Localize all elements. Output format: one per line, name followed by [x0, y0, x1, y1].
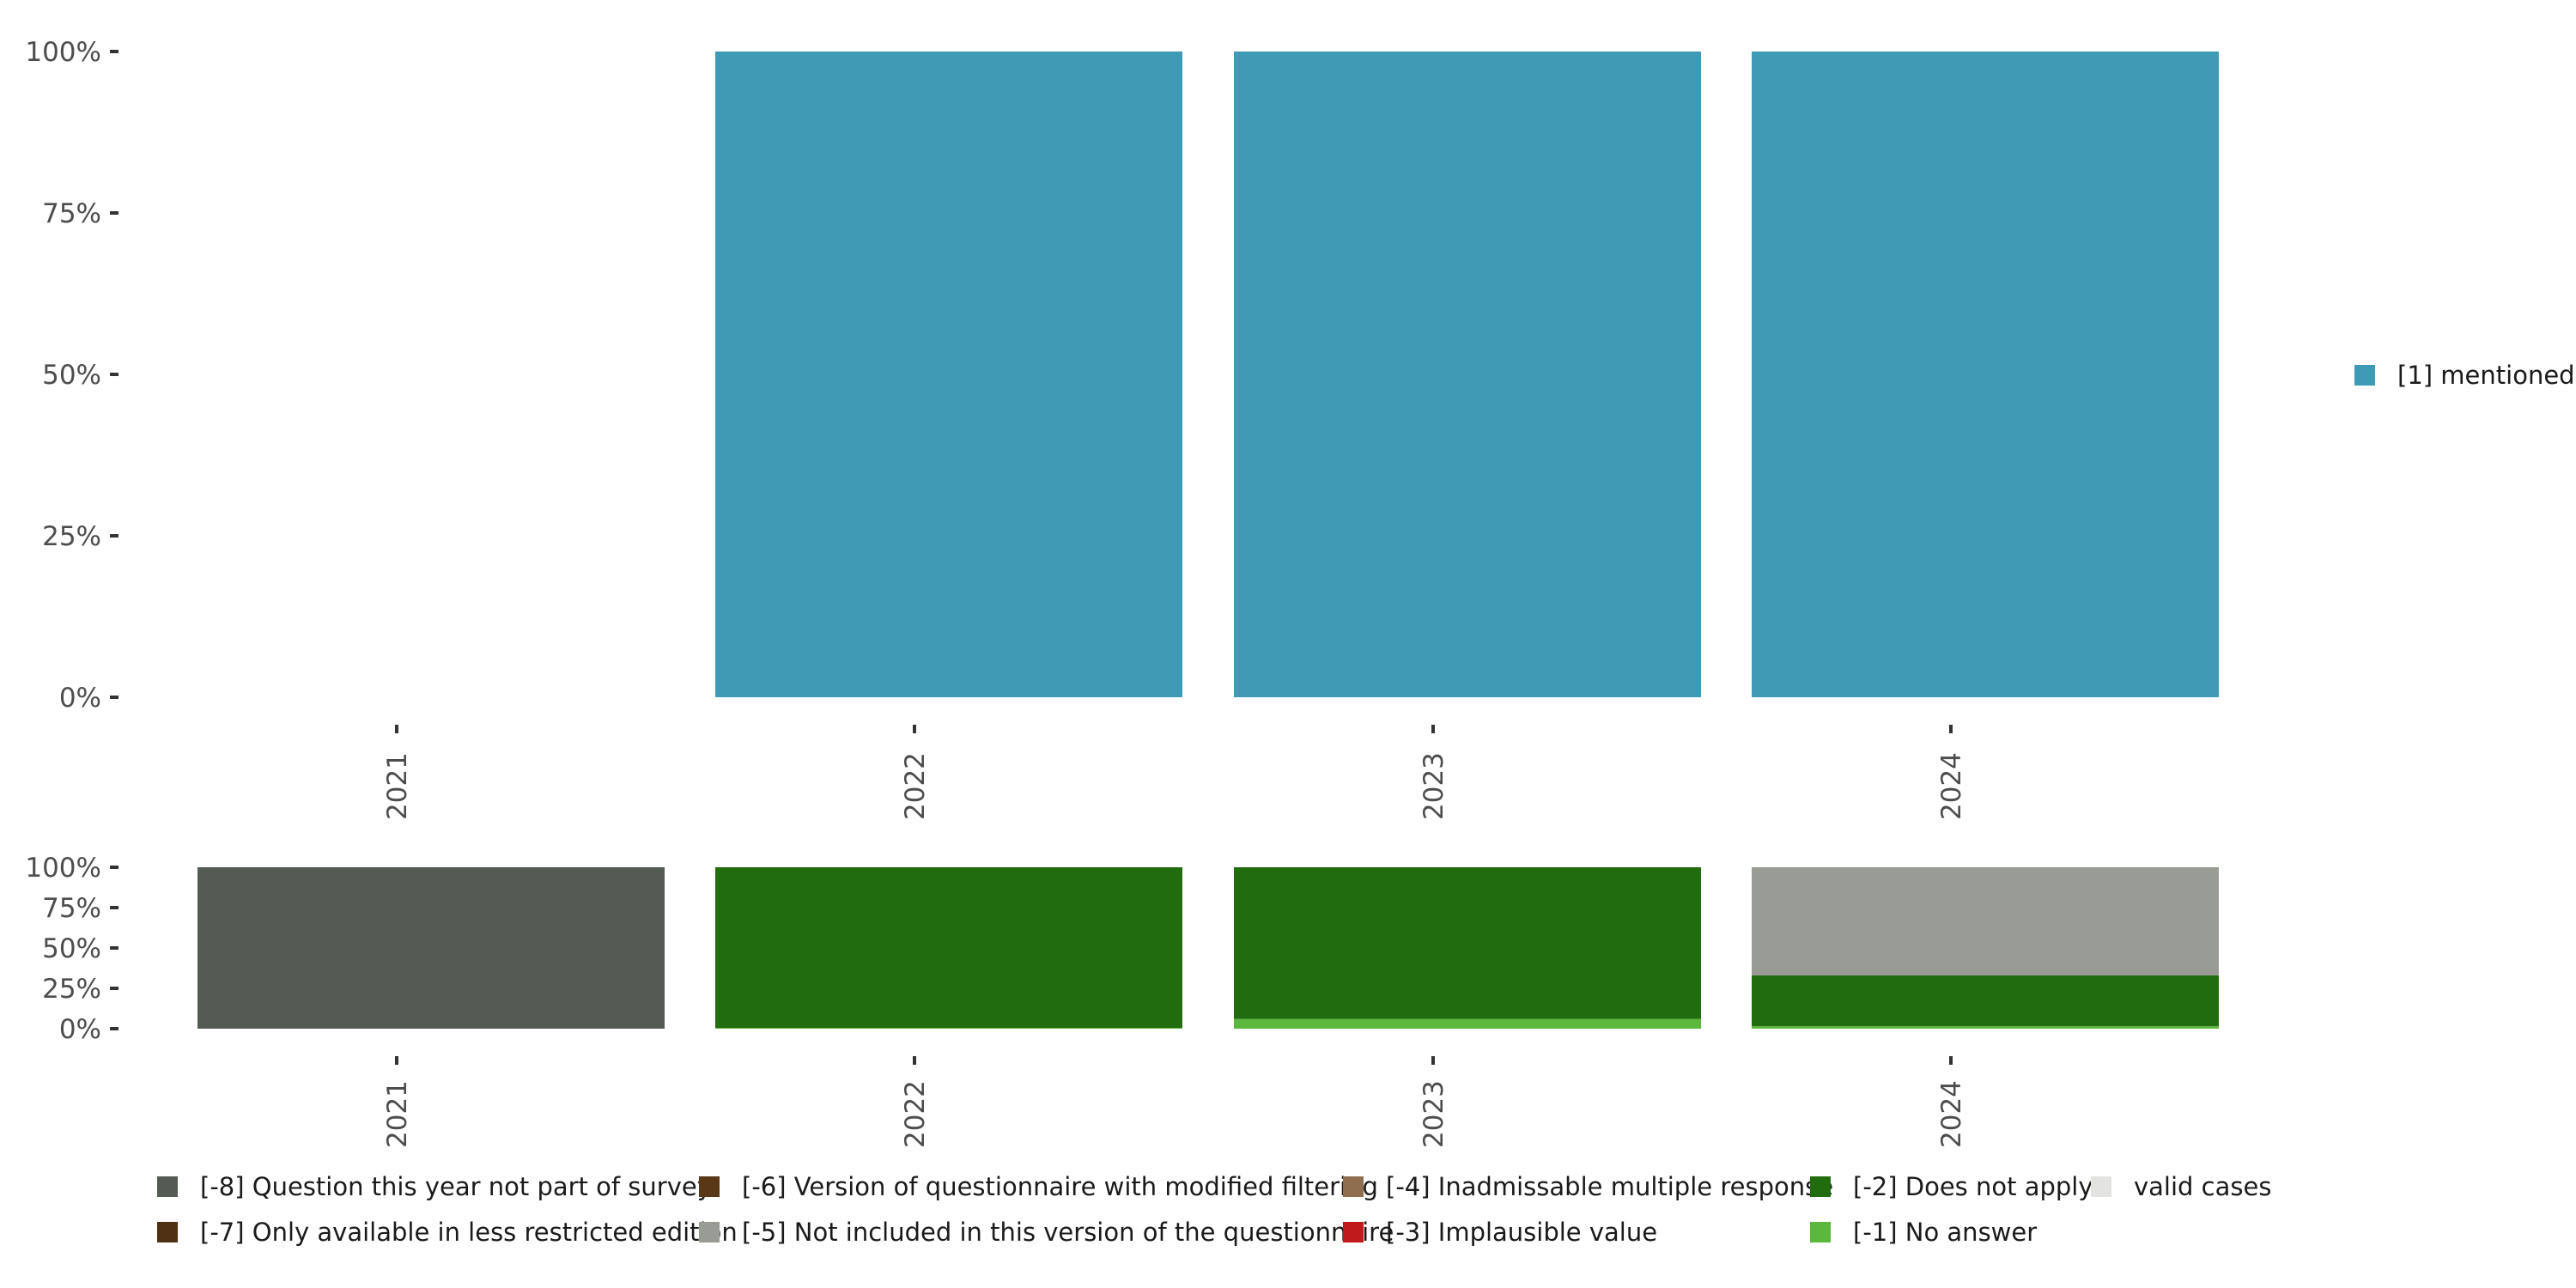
y-tick-label: 50% — [42, 933, 101, 964]
legend-swatch — [157, 1176, 178, 1197]
legend-label: [-1] No answer — [1853, 1218, 2037, 1247]
x-tick-label: 2023 — [1419, 1080, 1449, 1148]
legend-swatch — [1810, 1222, 1831, 1242]
y-tick-label: 25% — [42, 974, 101, 1005]
legend-swatch — [699, 1222, 720, 1242]
x-tick-label: 2024 — [1936, 1080, 1967, 1148]
y-tick-label: 25% — [42, 521, 101, 552]
legend-label: [-2] Does not apply — [1853, 1172, 2093, 1201]
bar-segment-2022 — [715, 52, 1182, 697]
legend-swatch — [157, 1222, 178, 1242]
x-tick-label: 2021 — [382, 1080, 413, 1148]
bar-segment-2024 — [1752, 1026, 2219, 1029]
bar-segment-2022 — [715, 867, 1182, 1029]
bottom-chart-legend: [-8] Question this year not part of surv… — [157, 1172, 2271, 1247]
y-tick-label: 0% — [59, 1014, 101, 1045]
bar-segment-2024 — [1752, 867, 2219, 975]
y-tick-label: 75% — [42, 893, 101, 924]
legend-label: [-3] Implausible value — [1386, 1218, 1657, 1247]
bar-segment-2023 — [1234, 1018, 1701, 1029]
y-tick-label: 100% — [25, 853, 101, 884]
y-tick-label: 50% — [42, 360, 101, 391]
legend-swatch — [1343, 1222, 1364, 1242]
x-tick-label: 2022 — [900, 1080, 931, 1148]
legend-label: [1] mentioned — [2397, 361, 2575, 390]
top-chart-panel: 0% 25% 50% 75% 100% 2021 2022 2023 2024 — [25, 37, 2219, 820]
legend-swatch — [2091, 1176, 2111, 1197]
y-tick-label: 0% — [59, 683, 101, 714]
legend-label: valid cases — [2134, 1172, 2271, 1201]
bottom-chart-panel: 0% 25% 50% 75% 100% 2021 2022 2023 2024 — [25, 853, 2219, 1148]
bar-segment-2023 — [1234, 867, 1701, 1019]
x-tick-label: 2024 — [1936, 752, 1967, 820]
bar-segment-2021 — [197, 867, 665, 1029]
legend-swatch — [1343, 1176, 1364, 1197]
legend-swatch — [699, 1176, 720, 1197]
y-tick-label: 75% — [42, 198, 101, 229]
bar-segment-2023 — [1234, 52, 1701, 697]
top-chart-legend: [1] mentioned — [2354, 361, 2575, 390]
legend-label: [-5] Not included in this version of the… — [742, 1218, 1394, 1247]
x-tick-label: 2022 — [900, 752, 931, 820]
x-tick-label: 2021 — [382, 752, 413, 820]
legend-label: [-4] Inadmissable multiple response — [1386, 1172, 1833, 1201]
x-tick-label: 2023 — [1419, 752, 1449, 820]
bar-segment-2024 — [1752, 52, 2219, 697]
bar-segment-2022 — [715, 1028, 1182, 1029]
bar-segment-2024 — [1752, 975, 2219, 1027]
y-tick-label: 100% — [25, 37, 101, 68]
legend-swatch — [2354, 365, 2375, 386]
legend-label: [-6] Version of questionnaire with modif… — [742, 1172, 1378, 1201]
legend-swatch — [1810, 1176, 1831, 1197]
legend-label: [-8] Question this year not part of surv… — [200, 1172, 712, 1201]
legend-label: [-7] Only available in less restricted e… — [200, 1218, 738, 1247]
